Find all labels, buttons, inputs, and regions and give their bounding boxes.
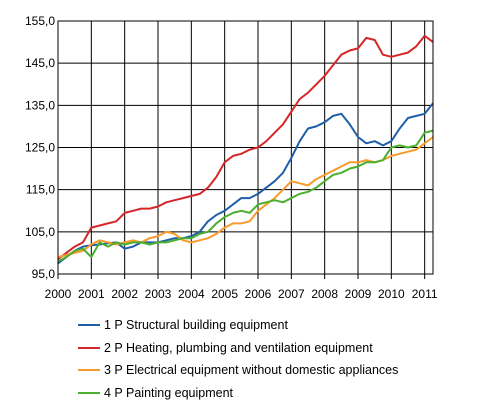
x-tick-label: 2001: [78, 287, 105, 301]
x-tick-labels: 2000 2001 2002 2003 2004 2005 2006 2007 2008 2009…: [45, 287, 438, 301]
x-tick-label: 2002: [111, 287, 138, 301]
y-tick-label: 105,0: [25, 225, 55, 239]
y-tick-label: 145,0: [25, 56, 55, 70]
x-tick-label: 2010: [378, 287, 405, 301]
legend-label: 3 P Electrical equipment without domesti…: [104, 363, 399, 378]
y-tick-label: 115,0: [26, 183, 55, 197]
x-tick-label: 2008: [311, 287, 338, 301]
legend-label: 2 P Heating, plumbing and ventilation eq…: [104, 340, 373, 355]
y-tick-label: 155,0: [25, 14, 55, 28]
legend-item: 4 P Painting equipment: [78, 382, 398, 405]
x-tick-label: 2011: [412, 287, 438, 301]
series-line-2: [57, 34, 434, 260]
y-tick-label: 135,0: [25, 98, 55, 112]
legend-item: 3 P Electrical equipment without domesti…: [78, 359, 398, 382]
legend-item: 2 P Heating, plumbing and ventilation eq…: [78, 337, 398, 360]
x-tick-label: 2005: [211, 287, 238, 301]
series-line-3: [57, 136, 434, 259]
series-line-4: [57, 129, 434, 263]
legend-swatch: [78, 346, 100, 349]
x-tick-label: 2003: [145, 287, 172, 301]
x-tick-label: 2007: [278, 287, 305, 301]
x-tick-label: 2006: [245, 287, 272, 301]
x-tick-label: 2009: [345, 287, 372, 301]
y-tick-label: 125,0: [25, 141, 55, 155]
legend-item: 1 P Structural building equipment: [78, 314, 398, 337]
y-tick-labels: 95,0 105,0 115,0 125,0 135,0 145,0 155,0: [25, 14, 55, 281]
x-tick-label: 2004: [178, 287, 205, 301]
legend: 1 P Structural building equipment 2 P Hea…: [78, 314, 398, 404]
series-lines: [57, 34, 434, 265]
legend-swatch: [78, 369, 100, 372]
y-tick-label: 95,0: [32, 267, 56, 281]
legend-label: 1 P Structural building equipment: [104, 318, 288, 333]
plot-frame: [57, 20, 434, 275]
legend-swatch: [78, 324, 100, 327]
legend-label: 4 P Painting equipment: [104, 385, 234, 400]
grid-lines: [57, 20, 433, 279]
x-tick-label: 2000: [45, 287, 72, 301]
series-line-1: [57, 102, 434, 265]
legend-swatch: [78, 391, 100, 394]
